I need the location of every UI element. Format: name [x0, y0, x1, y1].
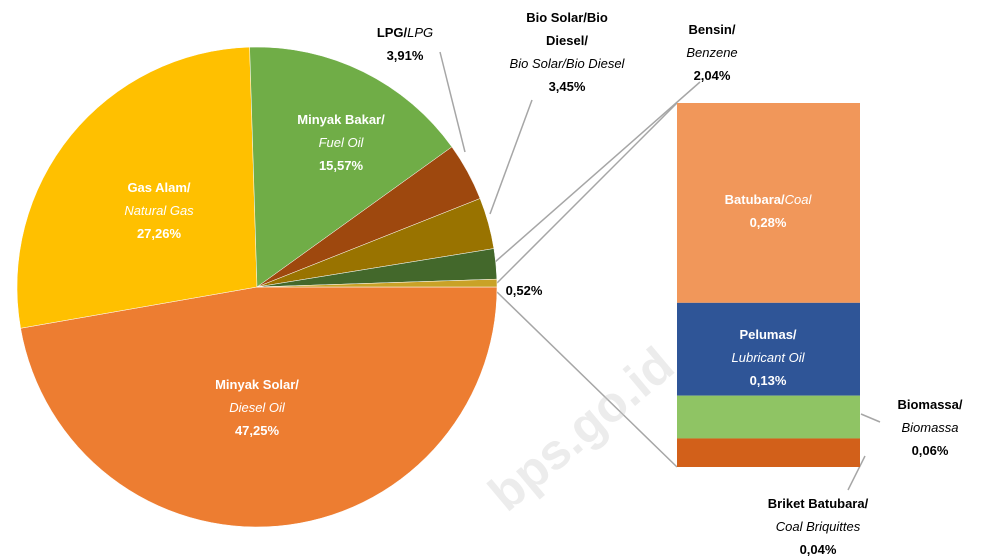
- data-label: Biomassa/Biomassa 0,06%: [880, 393, 980, 462]
- category-name: Batubara/: [724, 192, 785, 207]
- category-name: Bensin/: [688, 22, 736, 37]
- leader-line: [489, 99, 533, 215]
- leader-line: [439, 51, 466, 153]
- category-name-en: Lubricant Oil: [731, 350, 805, 365]
- bar-segment: [677, 302, 860, 396]
- pie-slice: [249, 46, 453, 288]
- value-label: 47,25%: [234, 423, 280, 438]
- leader-line: [494, 81, 701, 263]
- category-name: LPG/: [376, 25, 408, 40]
- bar-segment: [677, 103, 860, 303]
- category-name: Minyak Bakar/: [297, 112, 385, 127]
- value-label: 2,04%: [693, 68, 731, 83]
- category-name-en: Biomassa: [901, 420, 959, 435]
- bar-segment: [677, 395, 860, 439]
- value-label: 3,91%: [386, 48, 424, 63]
- value-label: 15,57%: [318, 158, 364, 173]
- leader-line: [860, 413, 881, 423]
- category-name-en: Bio Solar/Bio Diesel: [509, 56, 625, 71]
- category-name: Biomassa/: [897, 397, 963, 412]
- data-label: Gas Alam/Natural Gas 27,26%: [89, 176, 229, 245]
- data-label: Minyak Solar/Diesel Oil 47,25%: [177, 373, 337, 442]
- data-label: Minyak Bakar/Fuel Oil 15,57%: [271, 108, 411, 177]
- value-label: 0,04%: [799, 542, 837, 557]
- leader-line: [496, 102, 678, 284]
- data-label: Batubara/Coal 0,28%: [683, 188, 853, 234]
- data-label: Briket Batubara/Coal Briquittes 0,04%: [738, 492, 898, 559]
- data-label: Bensin/Benzene 2,04%: [662, 18, 762, 87]
- value-label: 27,26%: [136, 226, 182, 241]
- leader-line: [847, 455, 866, 491]
- category-name-en: Natural Gas: [124, 203, 194, 218]
- category-name-en: Benzene: [686, 45, 738, 60]
- category-name: Gas Alam/: [127, 180, 191, 195]
- category-name: Pelumas/: [739, 327, 797, 342]
- data-label: Bio Solar/Bio Diesel/Bio Solar/Bio Diese…: [505, 6, 630, 98]
- data-label: Pelumas/Lubricant Oil 0,13%: [683, 323, 853, 392]
- category-name: Bio Solar/Bio Diesel/: [526, 10, 608, 48]
- leader-line: [496, 291, 678, 468]
- category-name: Minyak Solar/: [215, 377, 299, 392]
- pie-slice: [20, 286, 498, 528]
- bar-segment: [677, 438, 860, 467]
- value-label: 0,52%: [505, 283, 543, 298]
- pie-slice: [256, 278, 498, 288]
- category-name-en: Fuel Oil: [318, 135, 364, 150]
- category-name: Briket Batubara/: [767, 496, 869, 511]
- value-label: 0,13%: [749, 373, 787, 388]
- category-name-en: Diesel Oil: [229, 400, 285, 415]
- category-name-en: Coal: [784, 192, 812, 207]
- value-label: 0,28%: [749, 215, 787, 230]
- category-name-en: LPG: [407, 25, 434, 40]
- data-label: 0,52%: [494, 279, 554, 302]
- category-name-en: Coal Briquittes: [775, 519, 861, 534]
- value-label: 3,45%: [548, 79, 586, 94]
- data-label: LPG/LPG 3,91%: [355, 21, 455, 67]
- pie-slice: [16, 46, 258, 329]
- value-label: 0,06%: [911, 443, 949, 458]
